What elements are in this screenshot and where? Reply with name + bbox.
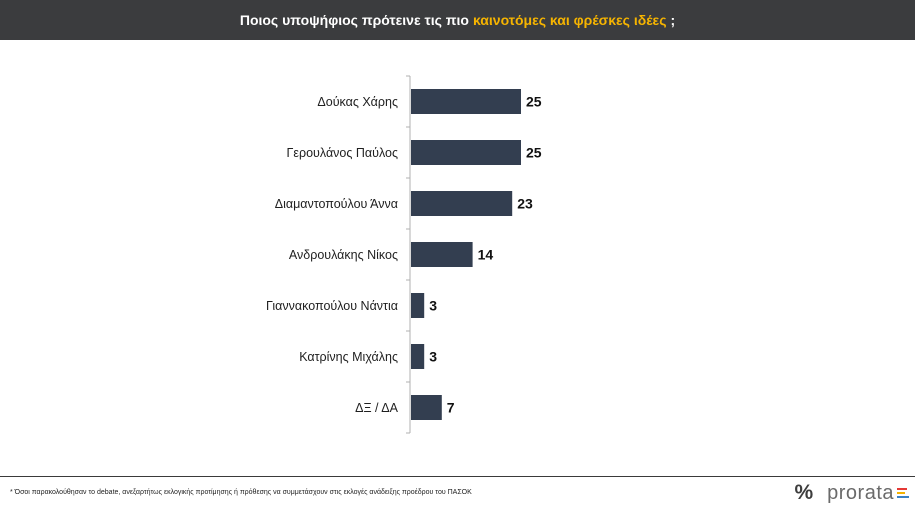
value-label: 3 xyxy=(429,298,437,314)
category-label: Γιαννακοπούλου Νάντια xyxy=(266,299,398,313)
category-label: ΔΞ / ΔΑ xyxy=(355,401,399,415)
bar xyxy=(411,293,425,318)
prorata-logo: % prorata xyxy=(794,481,909,505)
title-bar: Ποιος υποψήφιος πρότεινε τις πιο καινοτό… xyxy=(0,0,915,40)
title-highlight: καινοτόμες και φρέσκες ιδέες xyxy=(472,12,667,28)
category-label: Ανδρουλάκης Νίκος xyxy=(289,248,398,262)
bar xyxy=(411,242,473,267)
value-label: 14 xyxy=(478,247,494,263)
footnote: * Όσοι παρακολούθησαν το debate, ανεξαρτ… xyxy=(10,489,472,496)
value-label: 25 xyxy=(526,145,542,161)
bar xyxy=(411,191,513,216)
percent-icon: % xyxy=(794,481,814,504)
category-label: Κατρίνης Μιχάλης xyxy=(299,350,398,364)
logo-wordmark: prorata xyxy=(827,481,894,504)
category-label: Διαμαντοπούλου Άννα xyxy=(275,197,398,211)
logo-bars-icon xyxy=(897,488,909,498)
category-label: Γερουλάνος Παύλος xyxy=(287,146,398,160)
bar-chart: Δούκας Χάρης 25 Γερουλάνος Παύλος 25 Διαμαντ… xyxy=(266,75,542,434)
category-label: Δούκας Χάρης xyxy=(317,95,398,109)
bar xyxy=(411,89,521,114)
bar xyxy=(411,140,521,165)
bar xyxy=(411,395,442,420)
title-text: Ποιος υποψήφιος πρότεινε τις πιο xyxy=(239,12,469,28)
footer-divider xyxy=(0,476,915,477)
value-label: 23 xyxy=(517,196,533,212)
title-suffix: ; xyxy=(670,12,676,28)
value-label: 7 xyxy=(447,400,455,416)
bar xyxy=(411,344,425,369)
value-label: 25 xyxy=(526,94,542,110)
value-label: 3 xyxy=(429,349,437,365)
